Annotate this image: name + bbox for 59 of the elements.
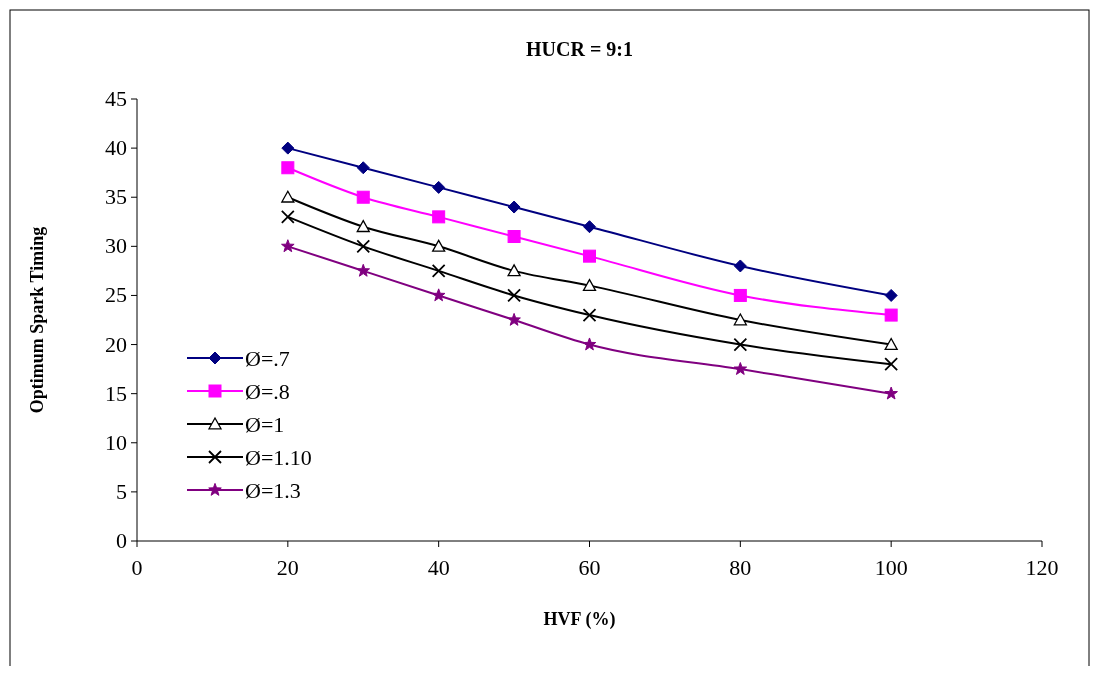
- point: [507, 200, 521, 214]
- point: [431, 263, 446, 278]
- x-tick-label: 120: [1025, 555, 1059, 580]
- legend-label: Ø=1.3: [245, 478, 301, 503]
- y-tick-label: 10: [105, 429, 127, 455]
- point: [884, 337, 898, 351]
- point: [431, 288, 446, 302]
- y-tick-label: 0: [116, 528, 127, 553]
- x-tick-label: 100: [874, 555, 908, 580]
- y-tick-label: 5: [116, 478, 127, 504]
- y-tick-label: 30: [105, 233, 127, 259]
- legend-label: Ø=.8: [245, 379, 290, 404]
- point: [356, 190, 370, 204]
- y-tick-label: 35: [105, 184, 127, 210]
- legend-label: Ø=1: [245, 412, 285, 437]
- legend-label: Ø=1.10: [245, 445, 312, 470]
- point: [281, 161, 295, 175]
- point: [507, 230, 521, 244]
- x-tick-label: 20: [276, 555, 299, 580]
- point: [507, 288, 521, 303]
- y-tick-label: 20: [105, 331, 127, 357]
- point: [583, 220, 596, 234]
- point: [582, 308, 597, 322]
- chart-title: HUCR = 9:1: [526, 38, 633, 60]
- y-tick-label: 15: [105, 380, 127, 406]
- point: [507, 312, 521, 326]
- point: [432, 239, 446, 252]
- y-tick-label: 25: [105, 282, 127, 308]
- point: [281, 190, 295, 203]
- point: [280, 209, 295, 224]
- point: [281, 141, 295, 155]
- x-tick-label: 60: [578, 555, 601, 580]
- point: [583, 249, 596, 263]
- point: [884, 308, 898, 322]
- point: [884, 288, 898, 302]
- point: [281, 239, 295, 253]
- point: [507, 264, 521, 277]
- point: [884, 386, 898, 400]
- point: [356, 239, 371, 254]
- point: [432, 210, 446, 224]
- point: [733, 288, 747, 302]
- point: [733, 337, 748, 352]
- point: [884, 357, 899, 372]
- y-tick-label: 45: [105, 86, 127, 111]
- x-tick-label: 40: [427, 555, 450, 580]
- point: [356, 220, 370, 233]
- y-tick-label: 40: [105, 135, 127, 161]
- point: [733, 259, 747, 273]
- point: [582, 278, 597, 292]
- point: [733, 313, 747, 326]
- point: [582, 337, 597, 351]
- point: [356, 263, 371, 277]
- y-axis-title: Optimum Spark Timing: [27, 226, 47, 414]
- point: [356, 161, 370, 175]
- point: [733, 362, 748, 375]
- point: [432, 180, 446, 194]
- x-tick-label: 80: [729, 555, 752, 580]
- legend-label: Ø=.7: [245, 346, 290, 371]
- x-axis-title: HVF (%): [543, 609, 616, 630]
